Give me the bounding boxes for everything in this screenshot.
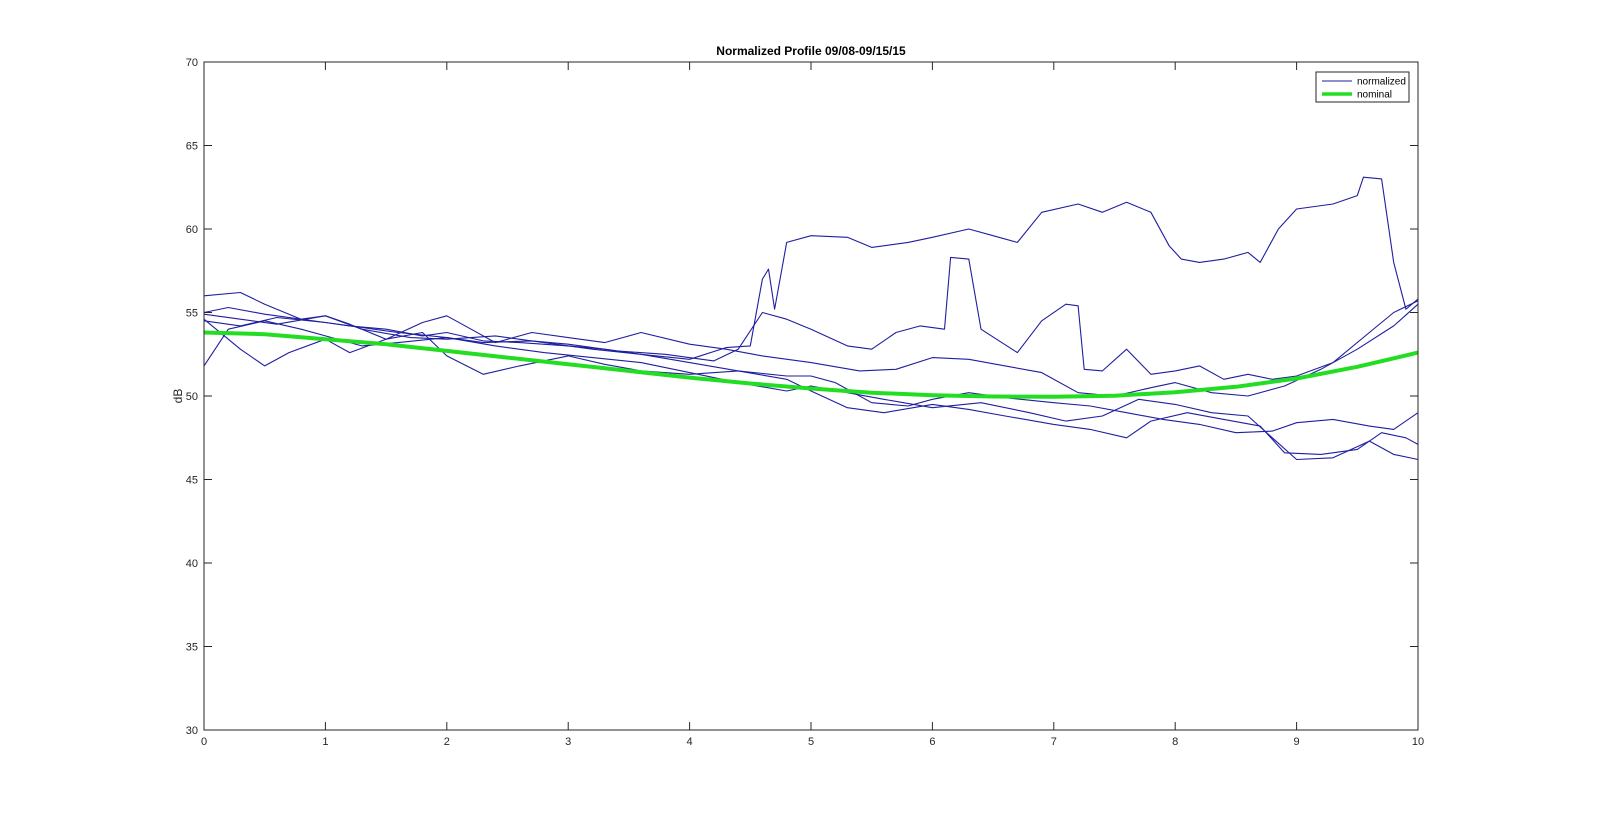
y-tick-label: 40 [186,558,198,570]
x-tick-label: 1 [322,736,328,748]
series-line-normalized-1 [203,176,1419,360]
x-tick-label: 0 [201,736,207,748]
y-tick-label: 70 [186,57,198,69]
series-line-normalized-2 [203,256,1419,380]
y-tick-label: 35 [186,642,198,654]
y-tick-label: 30 [186,725,198,737]
y-tick-label: 45 [186,475,198,487]
x-tick-label: 7 [1051,736,1057,748]
y-axis-title: dB [171,389,185,404]
x-tick-label: 5 [808,736,814,748]
x-axis-ticks: 0 1 2 3 4 5 6 7 8 9 10 [201,62,1424,748]
y-tick-label: 50 [186,391,198,403]
series-line-normalized-5 [203,313,1419,455]
x-tick-label: 8 [1172,736,1178,748]
x-tick-label: 6 [929,736,935,748]
plot-area [204,62,1418,730]
legend: normalized nominal [1315,71,1410,103]
chart-title: Normalized Profile 09/08-09/15/15 [716,44,906,58]
series-line-nominal [203,330,1419,399]
y-axis-ticks: 30 35 40 45 50 55 60 65 70 [186,57,1418,737]
x-tick-label: 10 [1412,736,1424,748]
legend-label-normalized: normalized [1357,77,1406,88]
y-tick-label: 65 [186,141,198,153]
x-tick-label: 3 [565,736,571,748]
legend-label-nominal: nominal [1357,90,1392,101]
y-tick-label: 55 [186,308,198,320]
x-tick-label: 2 [444,736,450,748]
series-line-normalized-4 [203,318,1419,434]
x-tick-label: 4 [687,736,693,748]
y-tick-label: 60 [186,224,198,236]
series-group [203,176,1419,461]
series-line-normalized-3 [203,291,1419,397]
legend-box [1315,71,1410,103]
x-tick-label: 9 [1294,736,1300,748]
